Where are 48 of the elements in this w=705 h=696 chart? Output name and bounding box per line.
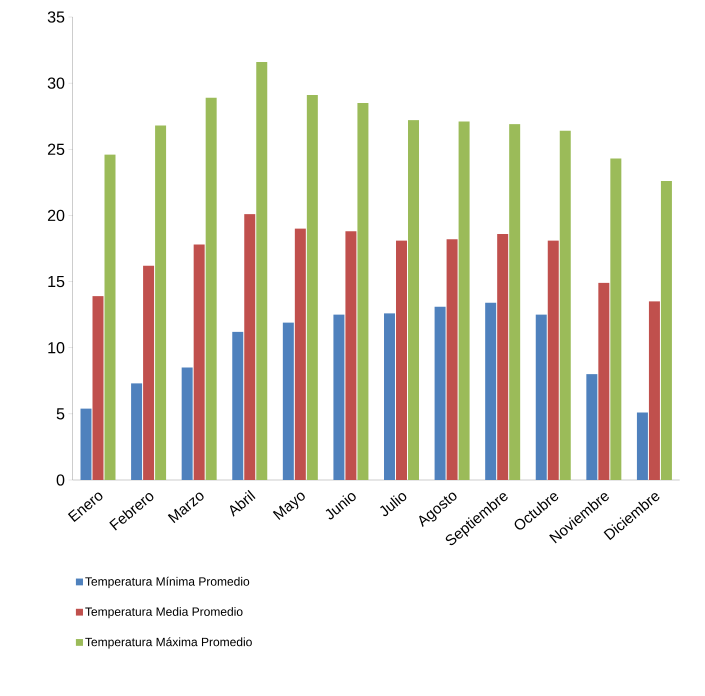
bar — [357, 102, 368, 480]
y-tick-label: 20 — [48, 210, 64, 222]
y-tick-label: 35 — [48, 11, 64, 23]
bar — [610, 158, 622, 480]
bar — [497, 234, 508, 480]
bar — [333, 314, 344, 480]
bar — [660, 181, 672, 480]
bar — [636, 412, 648, 480]
bar — [408, 120, 420, 480]
bar — [586, 374, 598, 480]
bar — [131, 383, 142, 480]
y-tick-label: 30 — [48, 77, 64, 89]
bar — [306, 95, 318, 480]
bar — [560, 130, 571, 480]
bar — [104, 154, 116, 480]
bar — [294, 228, 306, 480]
bar — [509, 124, 520, 480]
bar — [648, 301, 660, 480]
bar — [446, 239, 458, 480]
bar — [282, 322, 294, 480]
bar — [244, 214, 256, 480]
bar — [256, 62, 268, 480]
bar — [92, 296, 104, 480]
bar — [598, 282, 610, 480]
bar — [536, 314, 547, 480]
bar — [434, 306, 446, 480]
bar — [396, 240, 408, 480]
bar — [548, 240, 559, 480]
legend-label: Temperatura Máxima Promedio — [85, 637, 252, 649]
bar — [80, 408, 92, 480]
bar — [206, 98, 217, 480]
y-tick-label: 15 — [48, 276, 64, 288]
y-tick-label: 25 — [48, 144, 64, 155]
x-tick-label: Julio — [380, 493, 406, 516]
y-tick-label: 5 — [56, 408, 64, 420]
y-tick-label: 10 — [48, 342, 64, 354]
bar — [458, 122, 470, 480]
bar — [384, 313, 396, 480]
bar — [155, 125, 166, 480]
bar — [232, 332, 244, 480]
bar — [182, 368, 193, 480]
bar — [485, 302, 496, 480]
bar — [194, 244, 205, 480]
y-tick-label: 0 — [56, 474, 64, 486]
bar — [345, 231, 356, 480]
legend-label: Temperatura Mínima Promedio — [85, 576, 250, 588]
bar — [143, 266, 154, 480]
legend-label: Temperatura Media Promedio — [85, 607, 243, 618]
